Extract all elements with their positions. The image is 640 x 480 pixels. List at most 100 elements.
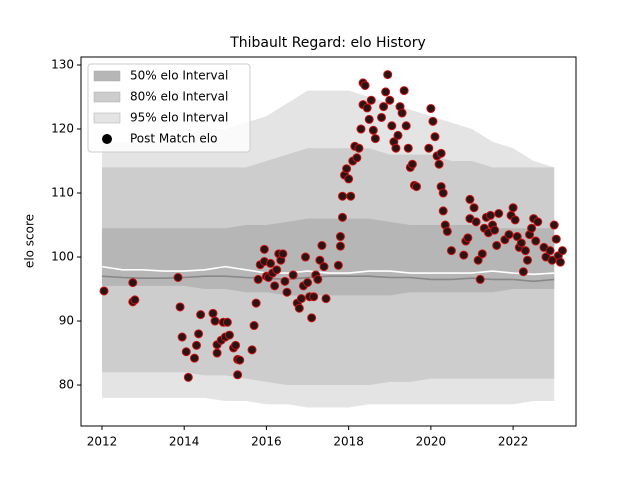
match-point — [333, 260, 343, 270]
match-point — [549, 220, 559, 230]
match-point — [381, 87, 391, 97]
match-point — [296, 294, 306, 304]
match-point — [128, 278, 138, 288]
match-point — [379, 102, 389, 112]
match-point — [391, 143, 401, 153]
match-point — [527, 223, 537, 233]
legend-swatch — [93, 70, 121, 82]
match-point — [335, 232, 345, 242]
match-point — [473, 255, 483, 265]
axes-frame — [80, 56, 577, 427]
match-point — [407, 159, 417, 169]
match-point — [99, 286, 109, 296]
match-point — [212, 348, 222, 358]
legend-label: 95% elo Interval — [130, 111, 228, 125]
match-point — [403, 143, 413, 153]
x-tick-label: 2012 — [87, 435, 118, 449]
match-point — [208, 308, 218, 318]
match-point — [508, 203, 518, 213]
match-point — [446, 246, 456, 256]
legend-marker — [102, 134, 112, 144]
match-point — [337, 191, 347, 201]
match-point — [352, 153, 362, 163]
y-tick-label: 120 — [51, 122, 74, 136]
match-point — [342, 164, 352, 174]
chart-title: Thibault Regard: elo History — [229, 35, 426, 51]
trend-line — [101, 265, 555, 276]
match-point — [424, 143, 434, 153]
match-point — [438, 188, 448, 198]
match-point — [490, 225, 500, 235]
match-point — [520, 246, 530, 256]
legend-box — [87, 63, 251, 153]
x-tick-label: 2018 — [333, 435, 364, 449]
match-point — [354, 143, 364, 153]
match-point — [411, 182, 421, 192]
match-point — [130, 295, 140, 305]
match-point — [471, 217, 481, 227]
y-axis-label: elo score — [23, 214, 37, 268]
match-point — [251, 298, 261, 308]
match-point — [288, 270, 298, 280]
match-point — [555, 257, 565, 267]
match-point — [346, 191, 356, 201]
x-tick-label: 2014 — [169, 435, 200, 449]
match-point — [469, 203, 479, 213]
y-tick-label: 100 — [51, 250, 74, 264]
match-point — [210, 316, 220, 326]
match-point — [399, 86, 409, 96]
match-point — [465, 194, 475, 204]
plot-area: 2012 2014 2016 2018 2020 2022 80 90 100 110 120 130 — [51, 56, 577, 449]
match-point — [196, 310, 206, 320]
match-point — [300, 252, 310, 262]
match-point — [315, 255, 325, 265]
match-point — [557, 246, 567, 256]
x-tick-label: 2016 — [251, 435, 282, 449]
match-point — [436, 148, 446, 158]
match-point — [533, 217, 543, 227]
match-point — [177, 332, 187, 342]
match-point — [235, 355, 245, 365]
match-point — [430, 132, 440, 142]
match-point — [434, 159, 444, 169]
match-point — [189, 353, 199, 363]
match-point — [183, 372, 193, 382]
match-point — [485, 210, 495, 220]
match-point — [356, 124, 366, 134]
match-point — [313, 274, 323, 284]
match-point — [522, 255, 532, 265]
match-point — [547, 255, 557, 265]
legend-label: 50% elo Interval — [130, 69, 228, 83]
match-point — [459, 250, 469, 260]
match-point — [370, 134, 380, 144]
match-point — [173, 273, 183, 283]
match-point — [222, 317, 232, 327]
match-point — [337, 212, 347, 222]
match-point — [397, 108, 407, 118]
match-point — [194, 329, 204, 339]
match-point — [253, 274, 263, 284]
match-point — [224, 330, 234, 340]
match-point — [387, 121, 397, 131]
match-point — [477, 249, 487, 259]
legend-label: 80% elo Interval — [130, 90, 228, 104]
match-point — [385, 95, 395, 105]
match-point — [192, 340, 202, 350]
match-point — [463, 233, 473, 243]
match-point — [426, 104, 436, 114]
match-point — [259, 244, 269, 254]
match-point — [294, 303, 304, 313]
match-point — [362, 103, 372, 113]
y-tick-label: 110 — [51, 186, 74, 200]
match-point — [383, 70, 393, 80]
match-point — [307, 313, 317, 323]
match-point — [317, 241, 327, 251]
legend-swatch — [93, 112, 121, 124]
match-point — [531, 236, 541, 246]
match-point — [504, 230, 514, 240]
match-point — [280, 276, 290, 286]
x-tick-label: 2020 — [416, 435, 447, 449]
match-point — [366, 95, 376, 105]
match-point — [175, 302, 185, 312]
